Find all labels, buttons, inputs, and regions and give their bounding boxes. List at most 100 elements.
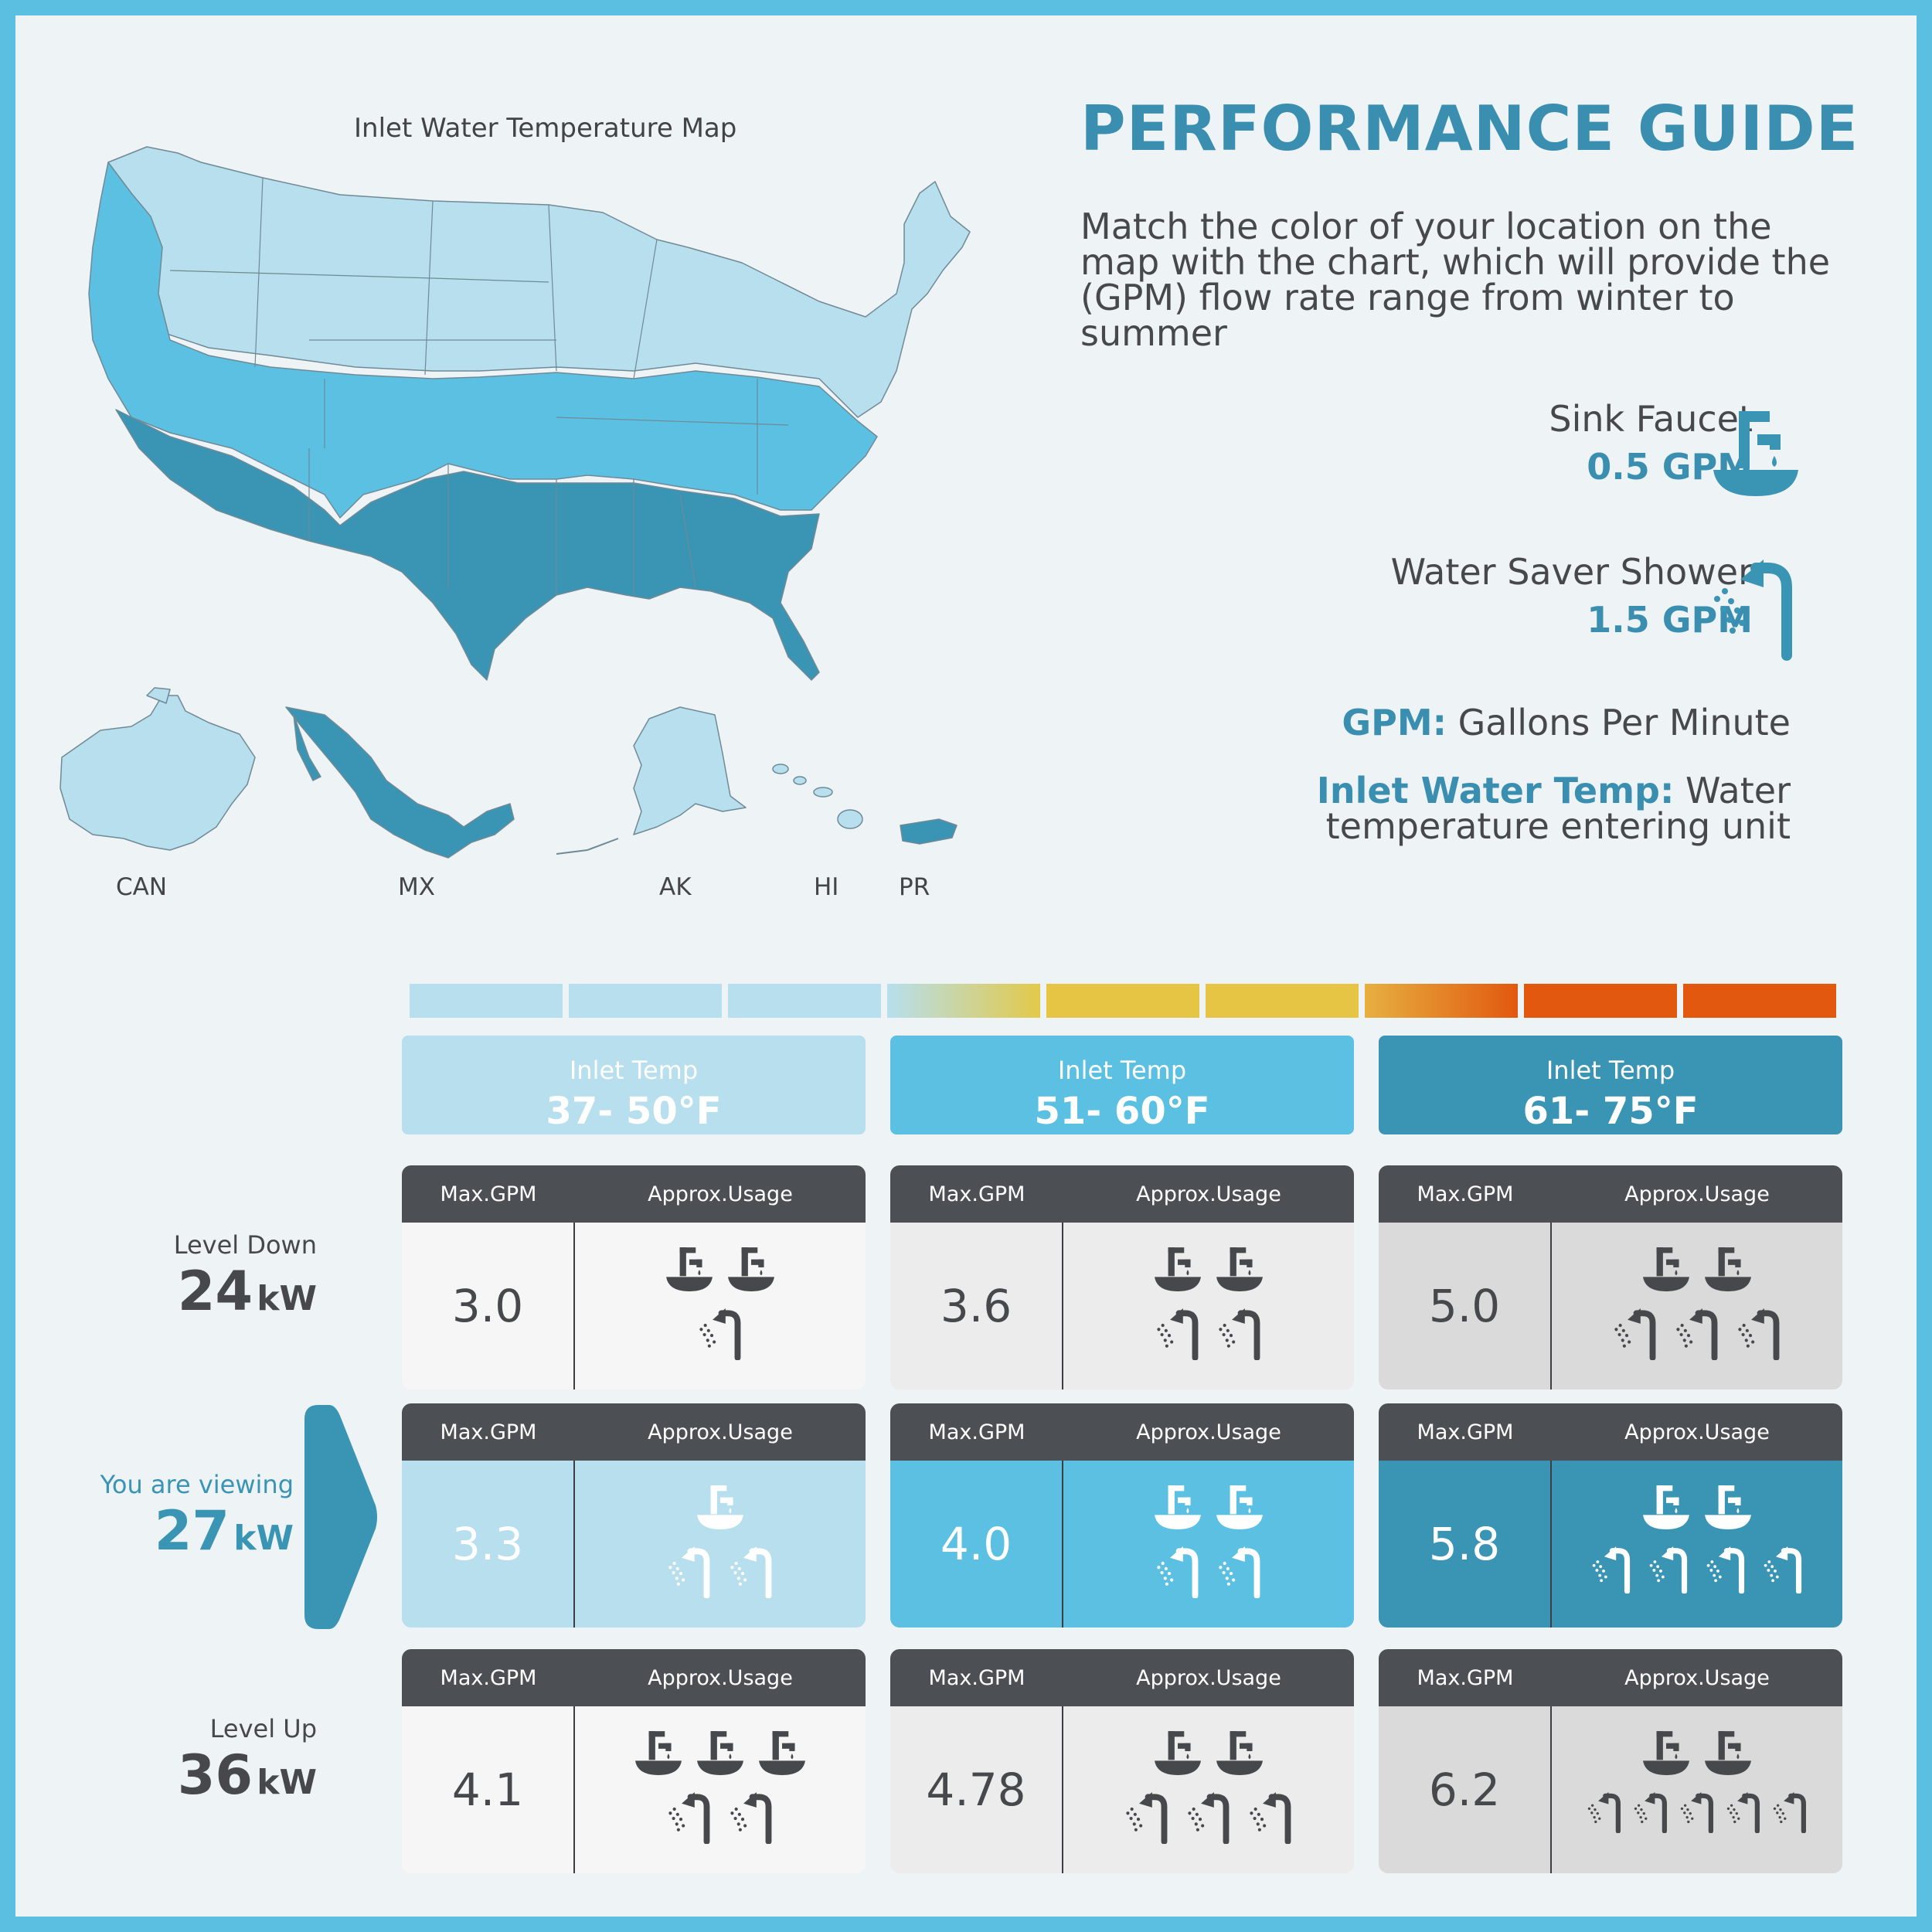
sink-faucet-icon <box>1643 1485 1689 1529</box>
water-saver-shower-label: Water Saver Shower <box>1390 551 1753 593</box>
shower-icon <box>1726 1791 1760 1833</box>
gpm-definition: GPM: Gallons Per Minute <box>1342 702 1791 743</box>
sink-faucet-icon <box>1705 1247 1751 1291</box>
sink-icon-row <box>575 1244 866 1292</box>
sink-icon-row <box>1552 1728 1842 1776</box>
approx-usage-icons <box>1063 1223 1354 1389</box>
performance-cell: Max.GPM Approx.Usage 3.6 <box>890 1165 1354 1389</box>
approx-usage-header: Approx.Usage <box>648 1420 793 1444</box>
temp-scale-segment <box>1206 984 1359 1018</box>
sink-faucet-icon <box>1713 411 1798 496</box>
sink-faucet-icon <box>635 1731 682 1775</box>
water-saver-shower-rate: 1.5 GPM <box>1587 599 1753 641</box>
sink-icon-row <box>1552 1482 1842 1530</box>
shower-icon <box>1614 1308 1656 1360</box>
column-header-cold: Inlet Temp 37- 50°F <box>402 1036 866 1134</box>
row-label-unit: kW <box>257 1279 317 1318</box>
shower-icon <box>1157 1546 1199 1598</box>
row-label-current: You are viewing 27 kW <box>100 1470 294 1563</box>
cell-header: Max.GPM Approx.Usage <box>890 1165 1354 1223</box>
row-label-unit: kW <box>233 1519 294 1558</box>
column-header-label: Inlet Temp <box>569 1056 699 1085</box>
max-gpm-header: Max.GPM <box>928 1182 1026 1206</box>
shower-icon <box>1676 1308 1718 1360</box>
map-label-pr: PR <box>899 873 930 901</box>
column-header-range: 51- 60°F <box>1034 1090 1210 1133</box>
inlet-temp-definition: Inlet Water Temp: Water temperature enter… <box>1317 773 1791 844</box>
performance-cell: Max.GPM Approx.Usage 4.1 <box>402 1649 866 1873</box>
column-header-range: 37- 50°F <box>546 1090 722 1133</box>
inlet-temp-meaning-1: Water <box>1685 770 1791 811</box>
performance-cell: Max.GPM Approx.Usage 5.8 <box>1379 1403 1842 1628</box>
max-gpm-value: 3.3 <box>402 1461 575 1628</box>
max-gpm-header: Max.GPM <box>440 1420 537 1444</box>
sink-faucet-icon <box>666 1247 713 1291</box>
shower-icon <box>1157 1308 1199 1360</box>
guide-description: Match the color of your location on the … <box>1080 206 1831 354</box>
temp-scale-segment <box>410 984 563 1018</box>
row-label-level-down: Level Down 24 kW <box>174 1230 317 1323</box>
max-gpm-header: Max.GPM <box>928 1420 1026 1444</box>
map-label-can: CAN <box>116 873 168 901</box>
sink-icon-row <box>575 1482 866 1530</box>
sink-faucet-icon <box>1155 1247 1201 1291</box>
max-gpm-header: Max.GPM <box>1417 1420 1514 1444</box>
sink-faucet-icon <box>1216 1731 1263 1775</box>
row-label-kw: 36 <box>177 1743 253 1807</box>
shower-icon <box>1714 560 1792 661</box>
approx-usage-header: Approx.Usage <box>1624 1666 1770 1690</box>
column-header-label: Inlet Temp <box>1546 1056 1675 1085</box>
sink-faucet-icon <box>1155 1731 1201 1775</box>
shower-icon-row <box>1552 1308 1842 1360</box>
shower-icon <box>1219 1308 1260 1360</box>
max-gpm-header: Max.GPM <box>1417 1182 1514 1206</box>
shower-icon-row <box>575 1546 866 1598</box>
cell-header: Max.GPM Approx.Usage <box>402 1165 866 1223</box>
sink-faucet-icon <box>1216 1247 1263 1291</box>
approx-usage-header: Approx.Usage <box>648 1182 793 1206</box>
temp-scale-segment <box>1683 984 1836 1018</box>
sink-faucet-icon <box>697 1731 743 1775</box>
gpm-term: GPM: <box>1342 702 1447 743</box>
approx-usage-icons <box>1552 1706 1842 1873</box>
approx-usage-icons <box>1063 1706 1354 1873</box>
cell-header: Max.GPM Approx.Usage <box>1379 1165 1842 1223</box>
gpm-meaning: Gallons Per Minute <box>1458 702 1791 743</box>
shower-icon <box>730 1546 772 1598</box>
row-label-level-up: Level Up 36 kW <box>178 1714 317 1807</box>
temp-scale-segment <box>887 984 1040 1018</box>
performance-cell: Max.GPM Approx.Usage 4.78 <box>890 1649 1354 1873</box>
shower-icon <box>1773 1791 1806 1833</box>
shower-icon <box>1764 1546 1802 1594</box>
row-label-text: Level Down <box>173 1230 317 1260</box>
column-header-label: Inlet Temp <box>1057 1056 1187 1085</box>
max-gpm-value: 5.8 <box>1379 1461 1552 1628</box>
sink-faucet-icon <box>697 1485 743 1529</box>
map-title: Inlet Water Temperature Map <box>354 113 737 144</box>
sink-faucet-icon <box>1643 1247 1689 1291</box>
shower-icon-row <box>575 1791 866 1844</box>
max-gpm-value: 4.78 <box>890 1706 1063 1873</box>
approx-usage-header: Approx.Usage <box>1624 1182 1770 1206</box>
sink-icon-row <box>1063 1244 1354 1292</box>
cell-header: Max.GPM Approx.Usage <box>890 1649 1354 1706</box>
max-gpm-value: 3.6 <box>890 1223 1063 1389</box>
approx-usage-icons <box>575 1706 866 1873</box>
approx-usage-header: Approx.Usage <box>1136 1666 1281 1690</box>
sink-icon-row <box>1552 1244 1842 1292</box>
shower-icon <box>1219 1546 1260 1598</box>
performance-cell: Max.GPM Approx.Usage 3.0 <box>402 1165 866 1389</box>
shower-icon <box>1587 1791 1621 1833</box>
temp-scale-segment <box>569 984 722 1018</box>
cell-header: Max.GPM Approx.Usage <box>1379 1649 1842 1706</box>
max-gpm-value: 3.0 <box>402 1223 575 1389</box>
shower-icon-row <box>1063 1308 1354 1360</box>
performance-cell: Max.GPM Approx.Usage 5.0 <box>1379 1165 1842 1389</box>
sink-faucet-icon <box>759 1731 805 1775</box>
max-gpm-header: Max.GPM <box>1417 1666 1514 1690</box>
max-gpm-value: 6.2 <box>1379 1706 1552 1873</box>
approx-usage-icons <box>1552 1223 1842 1389</box>
approx-usage-icons <box>575 1223 866 1389</box>
map-label-mx: MX <box>398 873 435 901</box>
us-mild-region <box>88 162 878 519</box>
